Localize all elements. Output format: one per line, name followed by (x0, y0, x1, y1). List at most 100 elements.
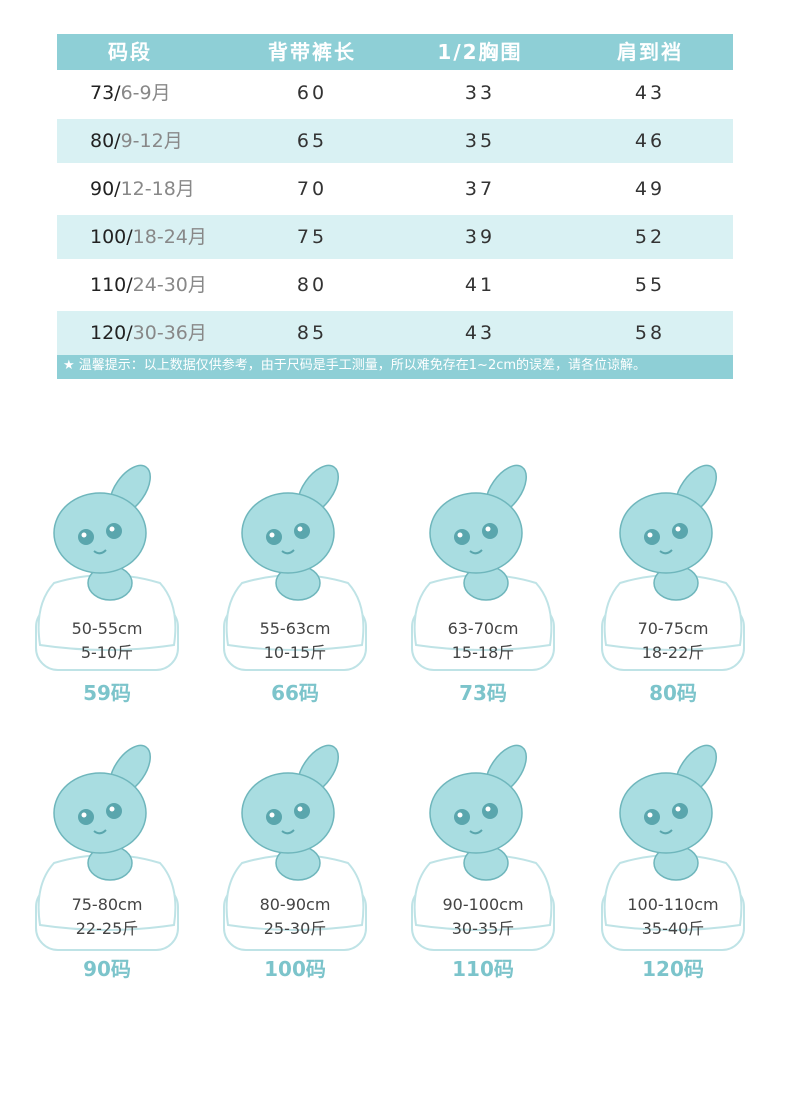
weight-range: 15-18斤 (451, 643, 515, 662)
age: 24-30月 (132, 274, 207, 296)
weight-range: 30-35斤 (451, 919, 515, 938)
table-row: 120/30-36月 85 43 58 (57, 311, 733, 355)
age: 12-18月 (120, 178, 195, 200)
mascot-mouth (469, 829, 483, 835)
illustration (223, 744, 367, 951)
age: 9-12月 (120, 130, 183, 152)
illustration (601, 464, 745, 671)
mascot-mouth (281, 829, 295, 835)
weight-range: 18-22斤 (641, 643, 705, 662)
size-card: 50-55cm 5-10斤 59码 (32, 455, 182, 705)
eye-shine (269, 532, 275, 538)
height-range: 75-80cm (71, 895, 143, 914)
size: 73/ (90, 82, 121, 104)
mascot-eye (294, 523, 310, 539)
pillow (37, 854, 177, 931)
illustration (35, 744, 179, 951)
size-card: 80-90cm 25-30斤 100码 (220, 735, 370, 985)
eye-shine (297, 526, 303, 532)
mascot-eye (266, 529, 282, 545)
height-range: 63-70cm (447, 619, 519, 638)
value-cell: 46 (634, 130, 666, 152)
size-card: 100-110cm 35-40斤 120码 (598, 735, 748, 985)
value-cell: 80 (296, 274, 328, 296)
size-card: 75-80cm 22-25斤 90码 (32, 735, 182, 985)
illustration (411, 744, 555, 951)
size-label: 80码 (649, 681, 697, 705)
mascot-head (53, 772, 147, 854)
weight-range: 22-25斤 (75, 919, 139, 938)
size-label: 66码 (271, 681, 319, 705)
value-cell: 43 (464, 322, 496, 344)
illustration (601, 744, 745, 951)
eye-shine (457, 532, 463, 538)
tip: ★ 温馨提示：以上数据仅供参考，由于尺码是手工测量，所以难免存在1~2cm的误差… (57, 352, 733, 379)
height-range: 55-63cm (259, 619, 331, 638)
pillow (603, 574, 743, 651)
size-card: 63-70cm 15-18斤 73码 (408, 455, 558, 705)
illustration (223, 464, 367, 671)
mascot-eye (106, 803, 122, 819)
mascot-eye (644, 809, 660, 825)
weight-range: 10-15斤 (263, 643, 327, 662)
height-range: 70-75cm (637, 619, 709, 638)
eye-shine (297, 806, 303, 812)
mascot-eye (454, 529, 470, 545)
value-cell: 65 (296, 130, 328, 152)
illustration (411, 464, 555, 671)
mascot-eye (78, 529, 94, 545)
height-range: 90-100cm (442, 895, 524, 914)
pillow (225, 574, 365, 651)
pillow (225, 854, 365, 931)
pillow (603, 854, 743, 931)
mascot-eye (672, 803, 688, 819)
value-cell: 85 (296, 322, 328, 344)
mascot-head (429, 772, 523, 854)
header-cell: 背带裤长 (268, 40, 356, 64)
mascot-eye (644, 529, 660, 545)
mascot-eye (454, 809, 470, 825)
eye-shine (485, 806, 491, 812)
height-range: 80-90cm (259, 895, 331, 914)
header-cell: 1/2胸围 (437, 40, 523, 64)
age: 6-9月 (120, 82, 171, 104)
table-row: 110/24-30月 80 41 55 (57, 263, 733, 307)
table-row: 100/18-24月 75 39 52 (57, 215, 733, 259)
value-cell: 55 (634, 274, 666, 296)
table-row: 73/6-9月 60 33 43 (57, 71, 733, 115)
value-cell: 39 (464, 226, 496, 248)
size-cell: 90/12-18月 (90, 167, 260, 211)
size-card: 70-75cm 18-22斤 80码 (598, 455, 748, 705)
size-label: 73码 (459, 681, 507, 705)
value-cell: 41 (464, 274, 496, 296)
size-label: 90码 (83, 957, 131, 981)
eye-shine (109, 806, 115, 812)
mascot-head (429, 492, 523, 574)
size: 110/ (90, 274, 133, 296)
age: 18-24月 (132, 226, 207, 248)
size-label: 110码 (452, 957, 514, 981)
size-card: 90-100cm 30-35斤 110码 (408, 735, 558, 985)
value-cell: 75 (296, 226, 328, 248)
mascot-eye (78, 809, 94, 825)
mascot-head (53, 492, 147, 574)
mascot-head (241, 772, 335, 854)
mascot-mouth (469, 549, 483, 555)
size-cell: 120/30-36月 (90, 311, 260, 355)
eye-shine (485, 526, 491, 532)
size-label: 59码 (83, 681, 131, 705)
value-cell: 35 (464, 130, 496, 152)
size: 100/ (90, 226, 133, 248)
mascot-mouth (93, 829, 107, 835)
eye-shine (647, 812, 653, 818)
mascot-head (619, 772, 713, 854)
pillow (37, 574, 177, 651)
value-cell: 49 (634, 178, 666, 200)
value-cell: 37 (464, 178, 496, 200)
illustration (35, 464, 179, 671)
mascot-eye (106, 523, 122, 539)
value-cell: 33 (464, 82, 496, 104)
eye-shine (81, 532, 87, 538)
mascot-eye (482, 523, 498, 539)
